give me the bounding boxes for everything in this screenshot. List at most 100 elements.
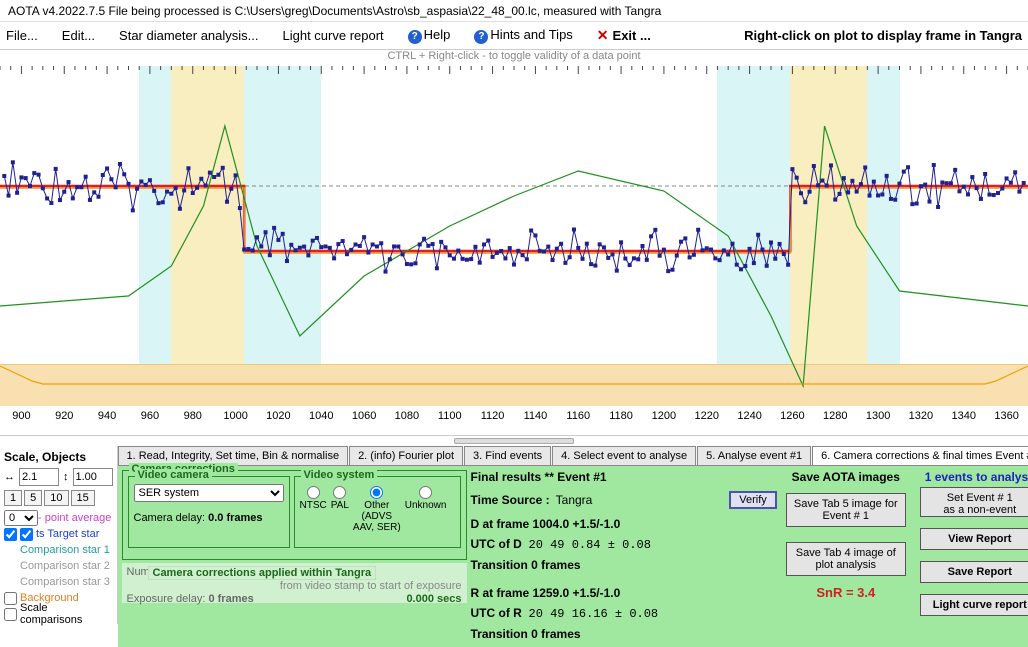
r-frame: R at frame 1259.0 +1.5/-1.0 bbox=[471, 586, 621, 600]
time-source-label: Time Source : bbox=[471, 493, 550, 507]
x-tick-label: 980 bbox=[184, 410, 202, 422]
menu-hints[interactable]: ?Hints and Tips bbox=[474, 27, 572, 44]
x-tick-label: 940 bbox=[98, 410, 116, 422]
x-tick-label: 1220 bbox=[695, 410, 719, 422]
utc-r-value: 20 49 16.16 ± 0.08 bbox=[529, 607, 659, 621]
utc-d-label: UTC of D bbox=[471, 537, 522, 551]
video-system-radio[interactable] bbox=[307, 486, 320, 499]
utc-d-value: 20 49 0.84 ± 0.08 bbox=[529, 538, 651, 552]
tab-2[interactable]: 2. (info) Fourier plot bbox=[349, 446, 463, 465]
menu-help-label: Help bbox=[424, 27, 451, 42]
x-tick-label: 1020 bbox=[266, 410, 290, 422]
tab-4[interactable]: 4. Select event to analyse bbox=[552, 446, 696, 465]
x-tick-label: 1000 bbox=[223, 410, 247, 422]
legend-checkbox[interactable] bbox=[4, 592, 17, 605]
menu-help[interactable]: ?Help bbox=[408, 27, 451, 44]
plot-instruction: Right-click on plot to display frame in … bbox=[744, 28, 1022, 43]
menu-exit-label: Exit ... bbox=[613, 28, 651, 43]
camera-system-select[interactable]: SER system bbox=[134, 484, 284, 502]
x-tick-label: 920 bbox=[55, 410, 73, 422]
transition-d: Transition 0 frames bbox=[471, 557, 777, 574]
d-frame: D at frame 1004.0 +1.5/-1.0 bbox=[471, 517, 621, 531]
video-system-label: NTSC bbox=[300, 500, 327, 511]
final-results-heading: Final results ** Event #1 bbox=[471, 470, 607, 484]
legend-checkbox[interactable] bbox=[20, 528, 33, 541]
arrow-up-down-icon: ↕ bbox=[63, 471, 69, 483]
x-tick-label: 1260 bbox=[780, 410, 804, 422]
video-system-label: PAL bbox=[331, 500, 349, 511]
video-camera-legend: Video camera bbox=[135, 469, 212, 481]
legend-label: Comparison star 2 bbox=[20, 560, 110, 572]
save-tab4-button[interactable]: Save Tab 4 image of plot analysis bbox=[786, 542, 906, 576]
menu-star-diameter[interactable]: Star diameter analysis... bbox=[119, 28, 258, 43]
scale-objects-panel: Scale, Objects ↔ ↕ 151015 0 - point aver… bbox=[0, 446, 118, 624]
window-title: AOTA v4.2022.7.5 File being processed is… bbox=[0, 0, 1028, 22]
legend-checkbox[interactable] bbox=[4, 608, 17, 621]
num-frames-prefix: Num bbox=[127, 566, 150, 578]
lower-panel: Scale, Objects ↔ ↕ 151015 0 - point aver… bbox=[0, 446, 1028, 624]
exp-delay-label: Exposure delay: bbox=[127, 593, 206, 605]
video-system-radio[interactable] bbox=[333, 486, 346, 499]
menu-file[interactable]: File... bbox=[6, 28, 38, 43]
legend-label: Scale comparisons bbox=[20, 602, 113, 626]
x-tick-label: 960 bbox=[141, 410, 159, 422]
x-tick-label: 1060 bbox=[352, 410, 376, 422]
video-system-radio[interactable] bbox=[419, 486, 432, 499]
x-tick-label: 1080 bbox=[395, 410, 419, 422]
save-images-heading: Save AOTA images bbox=[792, 470, 900, 484]
x-tick-label: 1200 bbox=[652, 410, 676, 422]
light-curve-plot[interactable] bbox=[0, 66, 1028, 406]
x-tick-label: 1340 bbox=[952, 410, 976, 422]
help-icon: ? bbox=[408, 30, 422, 44]
x-tick-label: 1180 bbox=[609, 410, 633, 422]
scale-btn-1[interactable]: 1 bbox=[4, 490, 22, 506]
exp-delay-value: 0 frames bbox=[208, 593, 253, 605]
splitter-grip[interactable] bbox=[0, 436, 1028, 446]
tab-3[interactable]: 3. Find events bbox=[464, 446, 551, 465]
arrow-left-right-icon: ↔ bbox=[4, 471, 15, 483]
x-tick-label: 1300 bbox=[866, 410, 890, 422]
x-tick-label: 900 bbox=[12, 410, 30, 422]
light-curve-report-button[interactable]: Light curve report bbox=[920, 594, 1028, 616]
tab-strip: 1. Read, Integrity, Set time, Bin & norm… bbox=[118, 446, 1028, 466]
set-nonevent-button[interactable]: Set Event # 1 as a non-event bbox=[920, 487, 1028, 517]
menu-hints-label: Hints and Tips bbox=[490, 27, 572, 42]
legend-label: Comparison star 3 bbox=[20, 576, 110, 588]
close-icon: ✕ bbox=[597, 27, 609, 43]
x-tick-label: 1140 bbox=[524, 410, 548, 422]
sub-instruction: CTRL + Right-click - to toggle validity … bbox=[0, 50, 1028, 66]
applied-note: Camera corrections applied within Tangra bbox=[148, 566, 377, 580]
scale-btn-10[interactable]: 10 bbox=[44, 490, 68, 506]
camera-corrections-panel: Camera corrections Video camera SER syst… bbox=[118, 466, 1028, 647]
applied-post: from video stamp to start of exposure bbox=[127, 580, 462, 592]
verify-button[interactable]: Verify bbox=[729, 491, 777, 509]
x-tick-label: 1320 bbox=[909, 410, 933, 422]
save-report-button[interactable]: Save Report bbox=[920, 561, 1028, 583]
camera-delay-value: 0.0 frames bbox=[208, 512, 262, 524]
x-tick-label: 1040 bbox=[309, 410, 333, 422]
scale-heading: Scale, Objects bbox=[4, 450, 113, 464]
tab-6[interactable]: 6. Camera corrections & final times Even… bbox=[812, 446, 1028, 465]
tabs-area: 1. Read, Integrity, Set time, Bin & norm… bbox=[118, 446, 1028, 624]
video-system-radio[interactable] bbox=[370, 486, 383, 499]
yscale-input[interactable] bbox=[73, 468, 113, 486]
tab-5[interactable]: 5. Analyse event #1 bbox=[697, 446, 811, 465]
camera-delay-label: Camera delay: bbox=[134, 512, 206, 524]
hints-icon: ? bbox=[474, 30, 488, 44]
menu-light-curve-report[interactable]: Light curve report bbox=[283, 28, 384, 43]
avg-points-select[interactable]: 0 bbox=[4, 510, 38, 526]
view-report-button[interactable]: View Report bbox=[920, 528, 1028, 550]
save-tab5-button[interactable]: Save Tab 5 image for Event # 1 bbox=[786, 493, 906, 527]
utc-r-label: UTC of R bbox=[471, 606, 522, 620]
menu-exit[interactable]: ✕ Exit ... bbox=[597, 27, 651, 44]
x-tick-label: 1240 bbox=[737, 410, 761, 422]
xscale-input[interactable] bbox=[19, 468, 59, 486]
scale-btn-5[interactable]: 5 bbox=[24, 490, 42, 506]
snr-value: SnR = 3.4 bbox=[816, 585, 875, 600]
legend-label: ts Target star bbox=[36, 528, 99, 540]
legend-checkbox[interactable] bbox=[4, 528, 17, 541]
menu-edit[interactable]: Edit... bbox=[62, 28, 95, 43]
events-heading: 1 events to analyse bbox=[925, 470, 1028, 484]
x-tick-label: 1100 bbox=[438, 410, 462, 422]
scale-btn-15[interactable]: 15 bbox=[71, 490, 95, 506]
